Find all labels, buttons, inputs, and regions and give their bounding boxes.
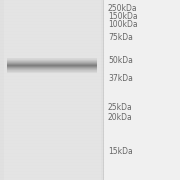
Bar [7,64,97,65]
Bar [7,73,97,74]
Bar [7,58,97,59]
Bar [7,60,97,61]
Text: 75kDa: 75kDa [108,33,133,42]
Bar [7,61,97,62]
Bar [7,62,97,63]
Text: 37kDa: 37kDa [108,74,133,83]
Bar [0,0,104,180]
Text: 15kDa: 15kDa [108,147,133,156]
Bar [7,71,97,72]
Text: 50kDa: 50kDa [108,56,133,65]
Bar [7,59,97,60]
Bar [7,57,97,58]
Bar [7,66,97,67]
Bar [7,69,97,70]
Bar [7,65,97,66]
Text: 100kDa: 100kDa [108,20,138,29]
Bar [7,68,97,69]
Text: 150kDa: 150kDa [108,12,138,21]
Bar [7,72,97,73]
Text: 250kDa: 250kDa [108,4,138,13]
Text: 25kDa: 25kDa [108,103,133,112]
Bar [4,0,101,180]
Bar [7,67,97,68]
Bar [7,70,97,71]
Text: 20kDa: 20kDa [108,112,133,122]
Bar [7,63,97,64]
